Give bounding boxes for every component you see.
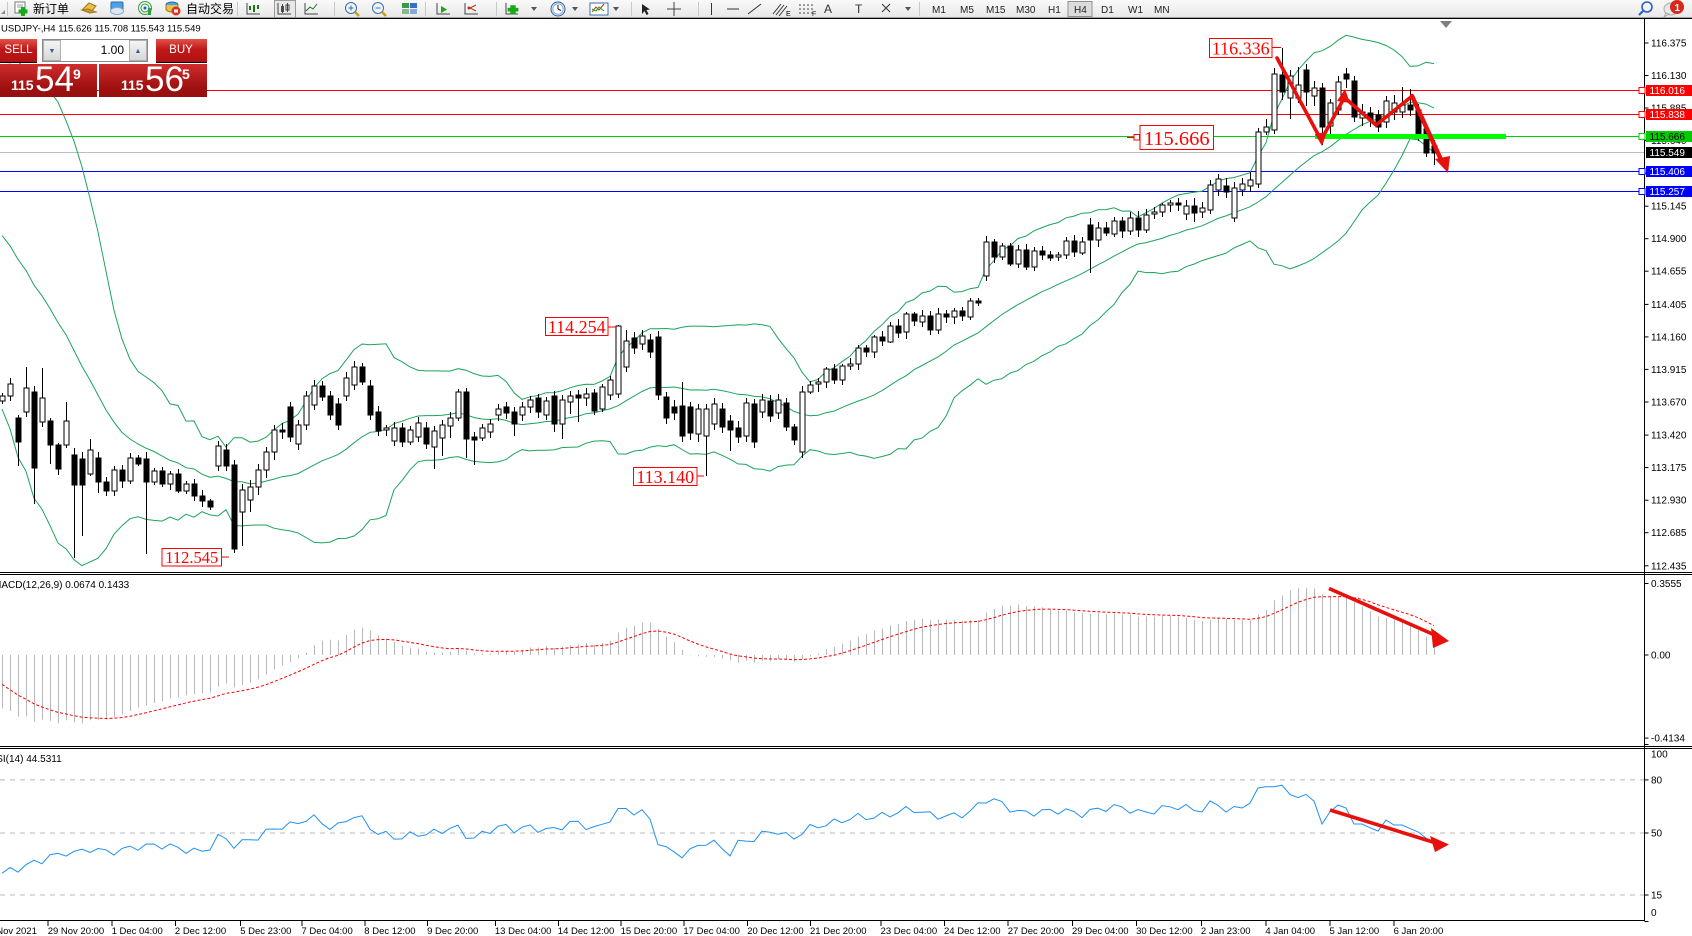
svg-text:2 Dec 12:00: 2 Dec 12:00 [175, 926, 226, 936]
svg-text:0.00: 0.00 [1651, 651, 1671, 662]
svg-text:MACD(12,26,9) 0.0674 0.1433: MACD(12,26,9) 0.0674 0.1433 [0, 580, 130, 591]
svg-text:23 Dec 04:00: 23 Dec 04:00 [881, 926, 938, 936]
svg-text:E: E [786, 11, 791, 18]
svg-text:M5: M5 [960, 5, 974, 16]
svg-text:2 Jan 23:00: 2 Jan 23:00 [1201, 926, 1251, 936]
svg-text:6 Jan 20:00: 6 Jan 20:00 [1394, 926, 1444, 936]
svg-text:115.145: 115.145 [1651, 202, 1687, 213]
svg-text:114.900: 114.900 [1651, 234, 1687, 245]
svg-text:20 Dec 12:00: 20 Dec 12:00 [747, 926, 804, 936]
svg-text:112.435: 112.435 [1651, 561, 1687, 572]
svg-text:9 Dec 20:00: 9 Dec 20:00 [427, 926, 478, 936]
svg-text:0: 0 [1651, 908, 1657, 919]
svg-text:M15: M15 [986, 5, 1006, 16]
svg-text:M1: M1 [932, 5, 946, 16]
svg-text:114.655: 114.655 [1651, 267, 1687, 278]
svg-text:114.160: 114.160 [1651, 332, 1687, 343]
svg-text:80: 80 [1651, 775, 1663, 786]
svg-text:115.549: 115.549 [1650, 148, 1686, 159]
svg-text:114.254: 114.254 [548, 317, 606, 337]
svg-text:26 Nov 2021: 26 Nov 2021 [0, 926, 37, 936]
svg-text:112.685: 112.685 [1651, 528, 1687, 539]
svg-text:1 Dec 04:00: 1 Dec 04:00 [112, 926, 163, 936]
svg-text:113.420: 113.420 [1651, 431, 1687, 442]
svg-text:112.930: 112.930 [1651, 496, 1687, 507]
svg-text:RSI(14) 44.5311: RSI(14) 44.5311 [0, 754, 62, 765]
svg-text:113.670: 113.670 [1651, 398, 1687, 409]
svg-text:MN: MN [1154, 5, 1170, 16]
svg-text:115.838: 115.838 [1650, 110, 1686, 121]
svg-text:114.405: 114.405 [1651, 300, 1687, 311]
svg-text:H1: H1 [1048, 5, 1061, 16]
svg-text:1: 1 [1675, 3, 1681, 14]
svg-text:29 Nov 20:00: 29 Nov 20:00 [48, 926, 105, 936]
svg-text:-0.4134: -0.4134 [1651, 734, 1685, 745]
svg-text:17 Dec 04:00: 17 Dec 04:00 [683, 926, 740, 936]
svg-text:50: 50 [1651, 829, 1663, 840]
svg-text:新订单: 新订单 [33, 1, 69, 16]
svg-text:113.175: 113.175 [1651, 463, 1687, 474]
svg-text:D1: D1 [1101, 5, 1114, 16]
svg-text:15: 15 [1651, 891, 1663, 902]
svg-text:115.406: 115.406 [1650, 167, 1686, 178]
svg-text:4 Jan 04:00: 4 Jan 04:00 [1265, 926, 1315, 936]
svg-text:W1: W1 [1128, 5, 1143, 16]
svg-text:A: A [824, 2, 832, 16]
svg-text:5 Jan 12:00: 5 Jan 12:00 [1330, 926, 1380, 936]
svg-text:13 Dec 04:00: 13 Dec 04:00 [495, 926, 552, 936]
svg-text:5 Dec 23:00: 5 Dec 23:00 [240, 926, 291, 936]
svg-text:113.915: 113.915 [1651, 365, 1687, 376]
svg-text:113.140: 113.140 [636, 467, 694, 487]
svg-text:115.257: 115.257 [1650, 187, 1686, 198]
svg-text:116.375: 116.375 [1651, 39, 1687, 50]
svg-text:21 Dec 20:00: 21 Dec 20:00 [810, 926, 867, 936]
svg-text:116.336: 116.336 [1212, 38, 1270, 58]
svg-text:M30: M30 [1016, 5, 1036, 16]
svg-text:115.666: 115.666 [1144, 128, 1210, 150]
svg-text:24 Dec 12:00: 24 Dec 12:00 [944, 926, 1001, 936]
svg-text:115.666: 115.666 [1650, 132, 1686, 143]
svg-text:112.545: 112.545 [165, 548, 218, 567]
svg-text:自动交易: 自动交易 [186, 1, 234, 16]
svg-text:116.016: 116.016 [1650, 86, 1686, 97]
svg-text:15 Dec 20:00: 15 Dec 20:00 [621, 926, 678, 936]
svg-text:116.130: 116.130 [1651, 71, 1687, 82]
svg-text:7 Dec 04:00: 7 Dec 04:00 [302, 926, 353, 936]
svg-text:27 Dec 20:00: 27 Dec 20:00 [1008, 926, 1065, 936]
svg-text:F: F [812, 11, 816, 18]
svg-text:8 Dec 12:00: 8 Dec 12:00 [364, 926, 415, 936]
svg-text:USDJPY-,H4 115.626 115.708 11: USDJPY-,H4 115.626 115.708 115.543 115.5… [1, 24, 201, 35]
svg-text:29 Dec 04:00: 29 Dec 04:00 [1072, 926, 1129, 936]
svg-text:T: T [855, 2, 863, 16]
svg-text:100: 100 [1651, 750, 1668, 761]
svg-text:30 Dec 12:00: 30 Dec 12:00 [1136, 926, 1193, 936]
svg-text:H4: H4 [1074, 5, 1087, 16]
svg-text:0.3555: 0.3555 [1651, 579, 1682, 590]
svg-text:14 Dec 12:00: 14 Dec 12:00 [558, 926, 615, 936]
